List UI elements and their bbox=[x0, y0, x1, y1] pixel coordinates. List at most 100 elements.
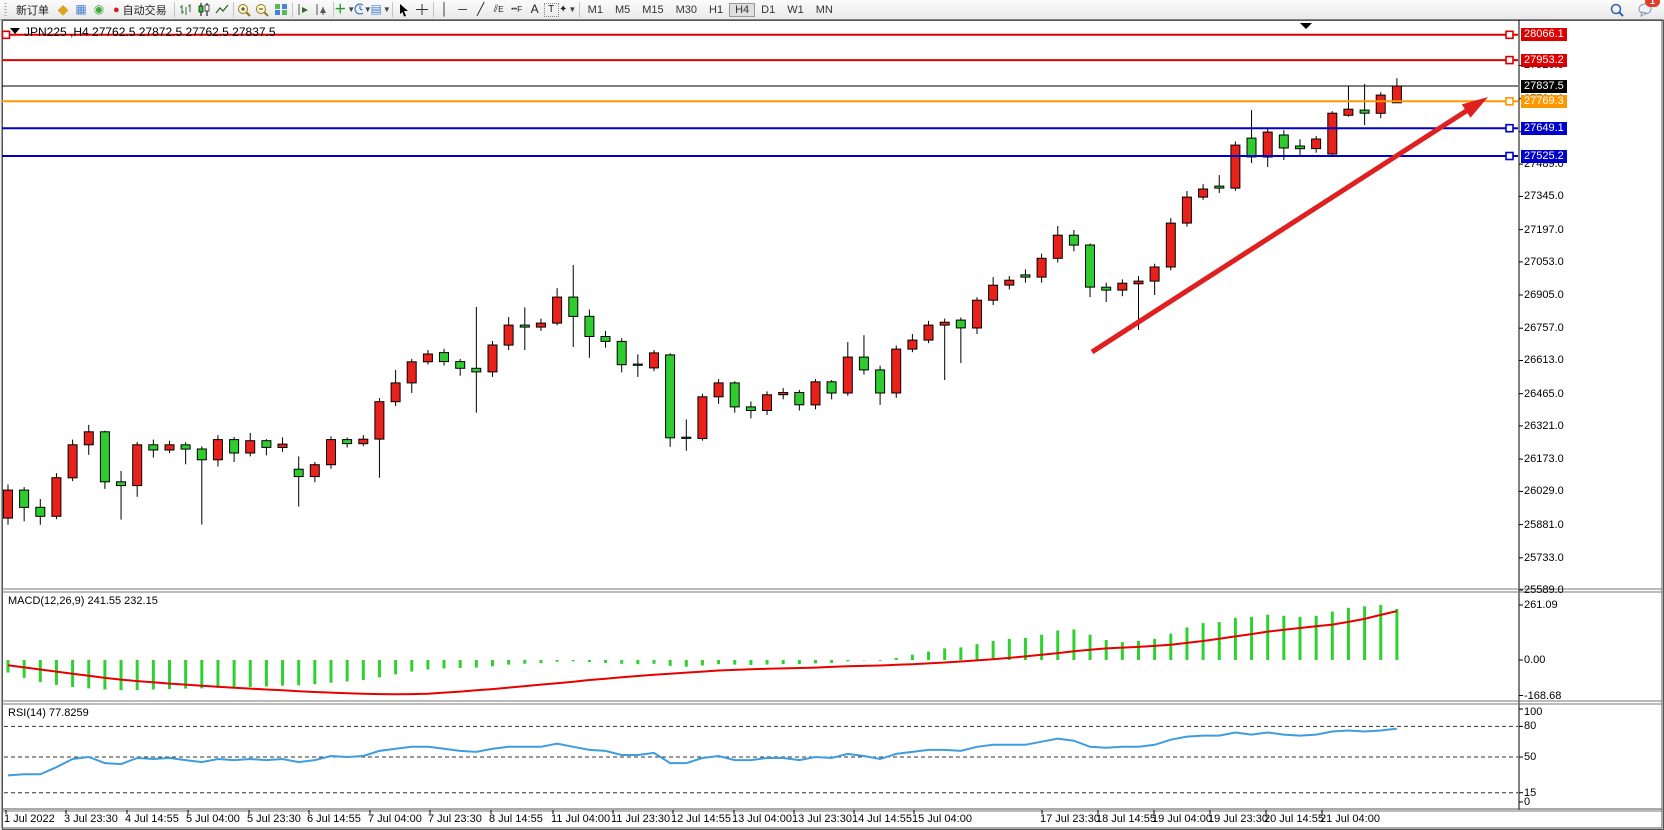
time-axis-label: 18 Jul 14:55 bbox=[1096, 813, 1156, 825]
tile-windows-icon[interactable] bbox=[272, 1, 290, 18]
text-icon[interactable]: A bbox=[530, 2, 539, 16]
trendline-icon[interactable]: ╱ bbox=[477, 2, 485, 16]
arrows-icon[interactable]: ✦ ▼ bbox=[559, 4, 577, 15]
time-axis-label: 12 Jul 14:55 bbox=[671, 813, 731, 825]
time-axis-label: 8 Jul 14:55 bbox=[489, 813, 543, 825]
new-order-button[interactable]: 新订单 bbox=[16, 4, 49, 17]
timeframe-button-m5[interactable]: M5 bbox=[614, 3, 631, 16]
toolbar-right: 1 bbox=[1608, 0, 1660, 18]
timeframe-button-h4[interactable]: H4 bbox=[729, 2, 756, 17]
price-badge: 27769.3 bbox=[1521, 94, 1567, 108]
toolbar-separator bbox=[391, 2, 393, 17]
chat-icon[interactable]: 1 bbox=[1636, 0, 1660, 18]
autotrade-icon: ● bbox=[113, 3, 120, 16]
time-axis-label: 3 Jul 23:30 bbox=[64, 813, 118, 825]
price-axis-label: 26465.0 bbox=[1524, 387, 1564, 400]
toolbar-drag-handle[interactable] bbox=[3, 2, 8, 17]
price-axis-label: 26905.0 bbox=[1524, 289, 1564, 302]
candlestick-chart-icon[interactable] bbox=[195, 1, 213, 18]
price-badge: 27837.5 bbox=[1521, 79, 1567, 93]
search-icon[interactable] bbox=[1608, 1, 1626, 18]
bar-chart-icon[interactable] bbox=[177, 1, 195, 18]
timeframe-button-mn[interactable]: MN bbox=[815, 3, 833, 16]
price-axis-label: 27345.0 bbox=[1524, 190, 1564, 203]
crosshair-icon[interactable] bbox=[413, 1, 431, 18]
cascade-windows-icon[interactable] bbox=[313, 1, 331, 18]
toolbar-separator bbox=[432, 2, 434, 17]
zoom-in-icon[interactable] bbox=[236, 1, 254, 18]
time-axis-label: 1 Jul 2022 bbox=[4, 813, 55, 825]
fibonacci-icon[interactable]: ┅ F bbox=[511, 4, 523, 15]
broadcast-icon[interactable]: ◉ bbox=[93, 2, 105, 16]
price-axis-label: 26029.0 bbox=[1524, 485, 1564, 498]
timeframe-button-m1[interactable]: M1 bbox=[587, 3, 603, 16]
price-axis-label: 26613.0 bbox=[1524, 354, 1564, 367]
price-badge: 27953.2 bbox=[1521, 53, 1567, 67]
price-axis-label: 26757.0 bbox=[1524, 322, 1564, 335]
vertical-line-icon[interactable]: │ bbox=[440, 2, 449, 16]
time-axis-label: 5 Jul 23:30 bbox=[247, 813, 301, 825]
timeframe-bar: M1 M5 M15 M30 H1 H4 D1 W1 MN bbox=[582, 0, 839, 19]
timeframe-button-w1[interactable]: W1 bbox=[787, 3, 804, 16]
horizontal-line-icon[interactable]: ─ bbox=[458, 2, 467, 16]
toolbar-separator bbox=[291, 2, 293, 17]
price-badge: 28066.1 bbox=[1521, 28, 1567, 42]
time-axis-label: 13 Jul 23:30 bbox=[792, 813, 852, 825]
rsi-axis-label: 15 bbox=[1524, 786, 1537, 799]
price-axis-label: 27197.0 bbox=[1524, 223, 1564, 236]
chart-title: JPN225 ,H4 27762.5 27872.5 27762.5 27837… bbox=[24, 25, 276, 39]
time-axis-label: 11 Jul 23:30 bbox=[611, 813, 671, 825]
price-axis-label: 25881.0 bbox=[1524, 518, 1564, 531]
time-axis-label: 17 Jul 23:30 bbox=[1040, 813, 1100, 825]
time-axis-label: 7 Jul 04:00 bbox=[368, 813, 422, 825]
macd-axis-label: 0.00 bbox=[1524, 654, 1546, 666]
equidistant-channel-icon[interactable]: ⫽ E bbox=[493, 4, 504, 15]
order-tag-icon[interactable]: ◆ bbox=[57, 1, 69, 17]
price-axis-label: 25589.0 bbox=[1524, 584, 1564, 597]
price-badge: 27649.1 bbox=[1521, 121, 1567, 135]
toolbar-separator bbox=[173, 2, 175, 17]
chart-window[interactable] bbox=[2, 20, 1664, 830]
macd-axis-label: 261.09 bbox=[1524, 599, 1558, 611]
time-axis-label: 11 Jul 04:00 bbox=[551, 813, 611, 825]
line-chart-icon[interactable] bbox=[213, 1, 231, 18]
macd-axis-label: -168.68 bbox=[1524, 689, 1562, 702]
rsi-axis-label: 0 bbox=[1524, 796, 1531, 808]
period-icon[interactable]: ▼ bbox=[354, 1, 372, 18]
add-chart-icon[interactable]: ＋ ▼ bbox=[334, 2, 356, 16]
time-axis-label: 14 Jul 14:55 bbox=[852, 813, 912, 825]
autotrade-button[interactable]: ● 自动交易 bbox=[113, 3, 167, 17]
notification-badge: 1 bbox=[1645, 0, 1660, 7]
time-axis-label: 7 Jul 23:30 bbox=[428, 813, 482, 825]
rsi-axis-label: 100 bbox=[1524, 706, 1543, 718]
rsi-indicator-label: RSI(14) 77.8259 bbox=[8, 707, 89, 719]
price-axis-label: 26173.0 bbox=[1524, 453, 1564, 466]
arrange-windows-icon[interactable] bbox=[295, 1, 313, 18]
timeframe-button-h1[interactable]: H1 bbox=[709, 3, 724, 16]
rsi-axis-label: 80 bbox=[1524, 720, 1537, 733]
cursor-icon[interactable] bbox=[395, 1, 413, 18]
chart-window-icon[interactable]: ▦ bbox=[75, 2, 87, 16]
templates-icon[interactable]: ▤ ▼ bbox=[370, 2, 391, 16]
time-axis-label: 19 Jul 04:00 bbox=[1152, 813, 1212, 825]
time-axis-label: 6 Jul 14:55 bbox=[307, 813, 361, 825]
zoom-out-icon[interactable] bbox=[254, 1, 272, 18]
time-axis-label: 5 Jul 04:00 bbox=[186, 813, 240, 825]
time-axis-label: 19 Jul 23:30 bbox=[1208, 813, 1268, 825]
timeframe-button-d1[interactable]: D1 bbox=[761, 3, 776, 16]
text-label-icon[interactable]: T bbox=[543, 2, 559, 17]
price-axis-label: 25733.0 bbox=[1524, 551, 1564, 564]
time-axis-label: 15 Jul 04:00 bbox=[912, 813, 972, 825]
toolbar-separator bbox=[332, 2, 334, 17]
toolbar: 新订单 ◆ ▦ ◉ ● 自动交易 bbox=[0, 0, 1664, 20]
timeframe-button-m15[interactable]: M15 bbox=[642, 3, 664, 16]
price-axis-label: 27053.0 bbox=[1524, 255, 1564, 268]
time-axis-label: 21 Jul 04:00 bbox=[1320, 813, 1380, 825]
time-axis-label: 4 Jul 14:55 bbox=[125, 813, 179, 825]
toolbar-separator bbox=[578, 2, 580, 17]
time-axis-label: 20 Jul 14:55 bbox=[1264, 813, 1324, 825]
price-badge: 27525.2 bbox=[1521, 149, 1567, 163]
macd-indicator-label: MACD(12,26,9) 241.55 232.15 bbox=[8, 595, 158, 607]
timeframe-button-m30[interactable]: M30 bbox=[675, 3, 698, 16]
